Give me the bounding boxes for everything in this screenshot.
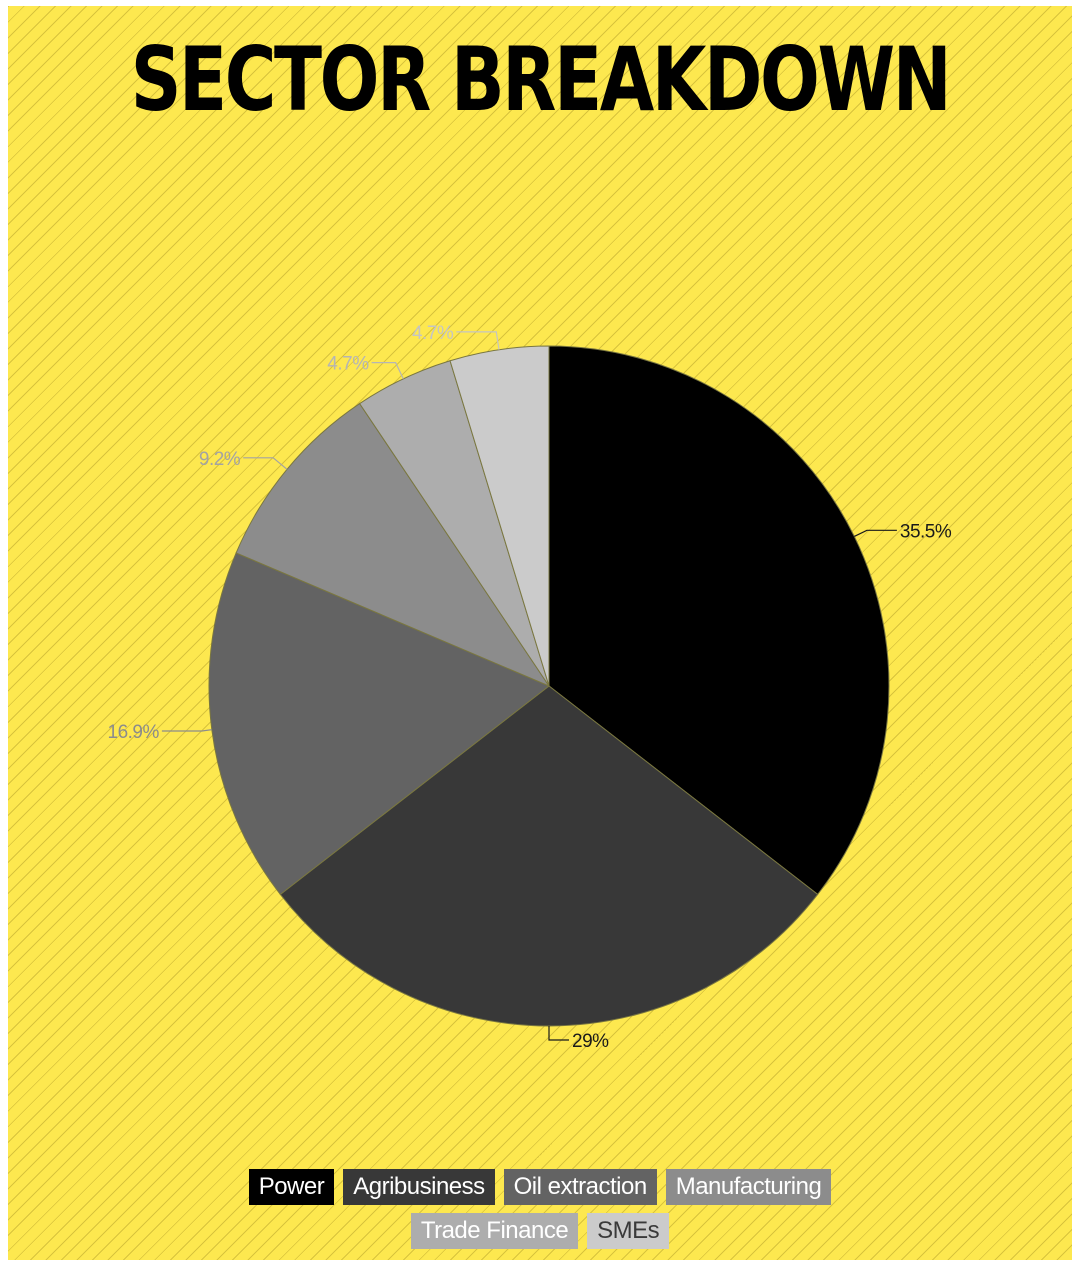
pie-slice-oil-extraction[interactable] [208,552,550,896]
legend-row: Trade Finance SMEs [8,1213,1072,1249]
legend-item-power[interactable]: Power [248,1169,335,1205]
legend-item-agribusiness[interactable]: Agribusiness [343,1169,495,1205]
pie-slice-manufacturing[interactable] [235,402,551,688]
slice-data-label: 29% [572,1031,609,1052]
slice-label-leader [548,1026,569,1041]
slice-data-label: 16.9% [108,722,160,743]
slice-label-leader [371,362,404,380]
slice-data-label: 4.7% [412,323,454,344]
slice-data-label: 35.5% [900,521,952,542]
chart-legend: Power Agribusiness Oil extraction Manufactu… [8,1169,1072,1257]
pie-labels: 35.5% 29% 16.9% 9.2% 4.7% 4.7% [108,323,953,1052]
slice-label-leader [456,331,500,350]
legend-item-manufacturing[interactable]: Manufacturing [665,1169,832,1205]
pie-slices [208,345,890,1027]
slice-data-label: 4.7% [327,354,369,375]
slice-data-label: 9.2% [199,449,241,470]
pie-slice-agribusiness[interactable] [279,685,819,1027]
legend-item-oil-extraction[interactable]: Oil extraction [503,1169,657,1205]
pie-chart: 35.5% 29% 16.9% 9.2% 4.7% 4.7% [108,323,953,1052]
slice-label-leader [161,729,212,732]
legend-item-trade-finance[interactable]: Trade Finance [410,1213,579,1249]
legend-item-smes[interactable]: SMEs [587,1213,670,1249]
legend-row: Power Agribusiness Oil extraction Manufactu… [8,1169,1072,1205]
slice-label-leader [854,529,897,537]
pie-slice-smes[interactable] [449,345,550,687]
chart-canvas: SECTOR BREAKDOWN 35.5% 29% 16.9% 9.2% 4.7% 4.… [8,6,1072,1260]
chart-title: SECTOR BREAKDOWN [130,28,952,131]
slice-label-leader [243,457,288,470]
